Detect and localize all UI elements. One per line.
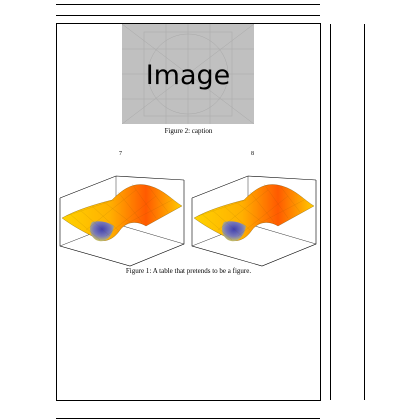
image-placeholder: Image — [122, 24, 254, 124]
surface-plot-right — [188, 160, 318, 268]
subfigure-number-left: 7 — [119, 151, 122, 158]
header-rule-bottom — [56, 15, 320, 16]
surface-plot-left — [56, 160, 186, 268]
margin-note-rule — [364, 24, 365, 400]
header-rule-top — [56, 4, 320, 5]
footer-rule — [56, 418, 320, 419]
subfigure-number-right: 8 — [251, 151, 254, 158]
surface-mesh — [194, 185, 314, 241]
surface-mesh — [62, 185, 182, 241]
margin-rule — [330, 24, 331, 400]
placeholder-label: Image — [146, 60, 231, 91]
figure-1-caption: Figure 1: A table that pretends to be a … — [56, 267, 321, 275]
figure-2-caption: Figure 2: caption — [56, 127, 321, 135]
